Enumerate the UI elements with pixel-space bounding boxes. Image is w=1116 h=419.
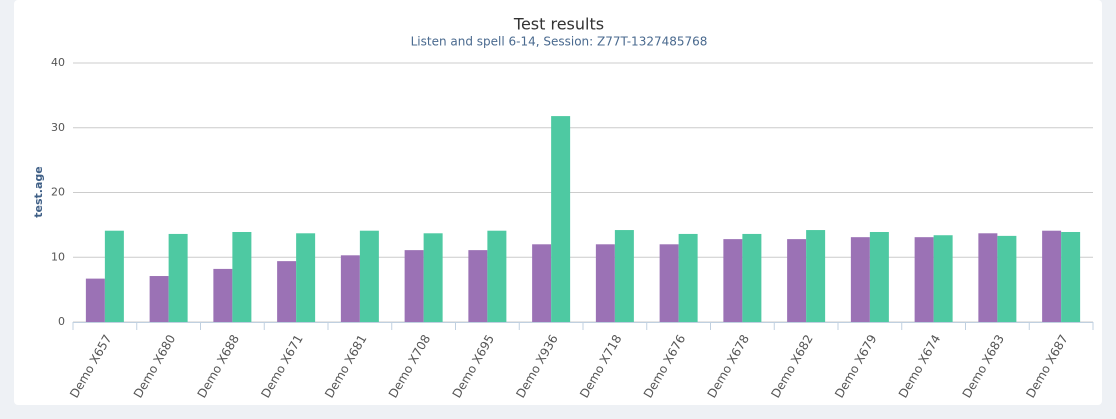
bar [213,268,233,322]
bar [532,244,552,322]
x-tick-label: Demo X683 [960,332,1007,400]
bar [149,276,169,322]
y-tick-label: 30 [51,121,65,134]
x-tick-label: Demo X676 [641,332,688,400]
bar [487,230,507,322]
bar [404,250,424,322]
bar [933,235,953,322]
bar [1061,231,1081,322]
bar [104,230,124,322]
x-tick-label: Demo X680 [131,332,178,400]
bar [978,233,998,322]
bar [168,233,188,322]
x-tick-label: Demo X708 [386,332,433,400]
bar [723,239,743,322]
x-tick-label: Demo X687 [1023,332,1070,400]
x-tick-label: Demo X681 [322,332,369,400]
bar [277,261,297,322]
bar [296,233,316,322]
x-tick-label: Demo X671 [258,332,305,400]
x-tick-label: Demo X678 [705,332,752,400]
bar [914,237,934,322]
chart-title: Test results [513,15,604,34]
bar [1042,230,1062,322]
bar [659,244,679,322]
x-tick-label: Demo X679 [832,332,879,400]
bar [85,278,105,322]
bar [232,231,252,322]
y-tick-label: 20 [51,186,65,199]
bar [742,233,762,322]
bar [468,250,488,322]
bar [850,237,870,322]
bar [340,255,360,322]
bar [359,230,379,322]
bar [869,231,889,322]
bar [806,230,826,322]
bar [595,244,615,322]
x-tick-label: Demo X657 [67,332,114,400]
bar [787,239,807,322]
bar [423,233,443,322]
x-tick-label: Demo X936 [513,332,560,400]
bar [997,235,1017,322]
bar [678,233,698,322]
y-tick-label: 40 [51,56,65,69]
bar [614,230,634,322]
y-tick-label: 0 [58,315,65,328]
chart-subtitle: Listen and spell 6-14, Session: Z77T-132… [411,35,708,49]
x-tick-label: Demo X695 [450,332,497,400]
x-tick-label: Demo X682 [768,332,815,400]
bar [551,116,571,322]
x-tick-label: Demo X674 [896,332,943,400]
y-tick-label: 10 [51,250,65,263]
x-tick-label: Demo X688 [195,332,242,400]
y-axis-label: test.age [32,166,45,217]
x-tick-label: Demo X718 [577,332,624,400]
